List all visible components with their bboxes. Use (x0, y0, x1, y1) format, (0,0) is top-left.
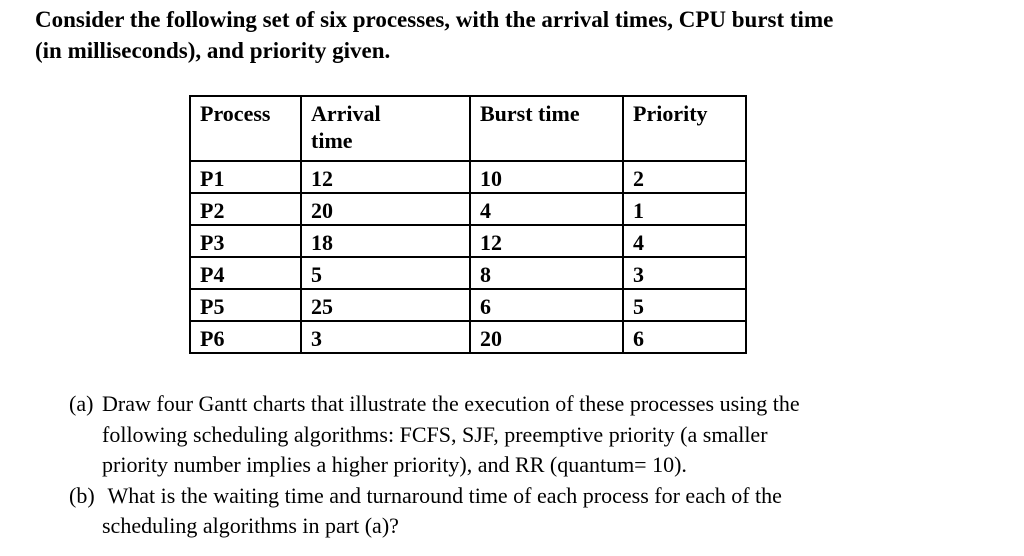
question-b-label: (b) (69, 482, 95, 508)
table-row-p4: P4 5 8 3 (189, 256, 747, 290)
table-cell: 10 (469, 160, 624, 194)
col-header-burst-time-label: Burst time (480, 101, 580, 126)
table-cell: 1 (622, 192, 747, 226)
question-a-label: (a) (69, 391, 94, 416)
question-a-text: Draw four Gantt charts that illustrate t… (102, 391, 800, 477)
col-header-priority: Priority (622, 95, 747, 162)
table-row-p2: P2 20 4 1 (189, 192, 747, 226)
problem-statement: Consider the following set of six proces… (35, 7, 834, 63)
table-cell: 3 (622, 256, 747, 290)
table-row-p5: P5 25 6 5 (189, 288, 747, 322)
question-b: (b) What is the waiting time and turnaro… (69, 481, 1019, 542)
table-cell: 3 (300, 320, 471, 354)
table-cell: 20 (469, 320, 624, 354)
table-header-row: Process Arrival time Burst time Priority (189, 95, 747, 162)
table-cell: 5 (622, 288, 747, 322)
table-cell: P6 (189, 320, 302, 354)
table-cell: 8 (469, 256, 624, 290)
table-cell: 6 (469, 288, 624, 322)
table-cell: P4 (189, 256, 302, 290)
table-row-p6: P6 3 20 6 (189, 320, 747, 354)
col-header-process: Process (189, 95, 302, 162)
table-cell: 6 (622, 320, 747, 354)
table-cell: P1 (189, 160, 302, 194)
table-cell: 25 (300, 288, 471, 322)
col-header-burst-time: Burst time (469, 95, 624, 162)
table-cell: 12 (300, 160, 471, 194)
process-table: Process Arrival time Burst time Priority… (189, 95, 747, 354)
table-cell: 4 (622, 224, 747, 258)
table-cell: P3 (189, 224, 302, 258)
table-row-p1: P1 12 10 2 (189, 160, 747, 194)
table-cell: 12 (469, 224, 624, 258)
table-row-p3: P3 18 12 4 (189, 224, 747, 258)
questions-list: (a) Draw four Gantt charts that illustra… (69, 389, 1019, 542)
table-cell: 5 (300, 256, 471, 290)
table-cell: 2 (622, 160, 747, 194)
table-cell: P2 (189, 192, 302, 226)
col-header-arrival-time-label: Arrival time (311, 101, 381, 153)
table-cell: 4 (469, 192, 624, 226)
question-a: (a) Draw four Gantt charts that illustra… (69, 389, 1019, 481)
question-b-text: What is the waiting time and turnaround … (102, 482, 782, 539)
col-header-priority-label: Priority (633, 101, 708, 126)
col-header-arrival-time: Arrival time (300, 95, 471, 162)
table-cell: 20 (300, 192, 471, 226)
table-cell: 18 (300, 224, 471, 258)
table-cell: P5 (189, 288, 302, 322)
col-header-process-label: Process (200, 101, 271, 126)
